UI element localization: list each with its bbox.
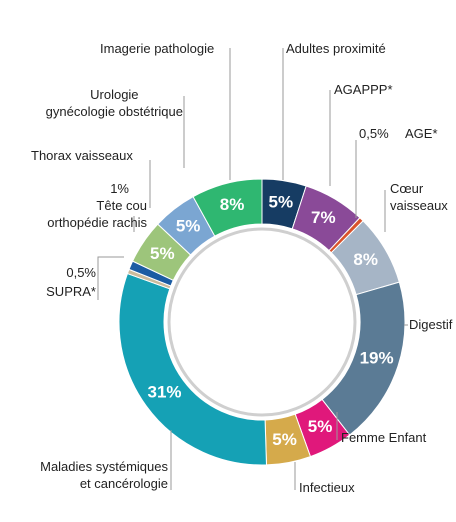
value-label: 5% [272,430,297,449]
category-label: Imagerie pathologie [100,41,215,56]
category-label: Thorax vaisseaux [31,148,133,163]
value-label: 5% [308,417,333,436]
value-label: 8% [353,250,378,269]
category-label: AGE* [405,126,438,141]
value-label: 0,5% [359,126,389,141]
inner-ring [167,227,357,417]
category-label: Infectieux [299,480,355,495]
value-label: 19% [360,349,394,368]
segment [192,178,263,237]
value-label: 7% [311,208,336,227]
value-label: 5% [150,244,175,263]
category-label: Femme Enfant [341,430,427,445]
category-label: Adultes proximité [286,41,386,56]
category-label: Tête cou orthopédie rachis [47,198,147,230]
value-label: 0,5% [66,265,96,280]
value-label: 5% [176,216,201,235]
category-label: Maladies systémiques et cancérologie [40,459,168,491]
value-label: 1% [110,181,129,196]
category-label: Urologie gynécologie obstétrique [45,87,183,119]
value-label: 31% [147,382,181,401]
category-label: AGAPPP* [334,82,393,97]
category-label: Cœur vaisseaux [390,181,448,213]
value-label: 5% [269,192,294,211]
category-label: Digestif [409,317,453,332]
value-label: 8% [220,195,245,214]
category-label: SUPRA* [46,284,96,299]
leader-line [97,256,124,300]
